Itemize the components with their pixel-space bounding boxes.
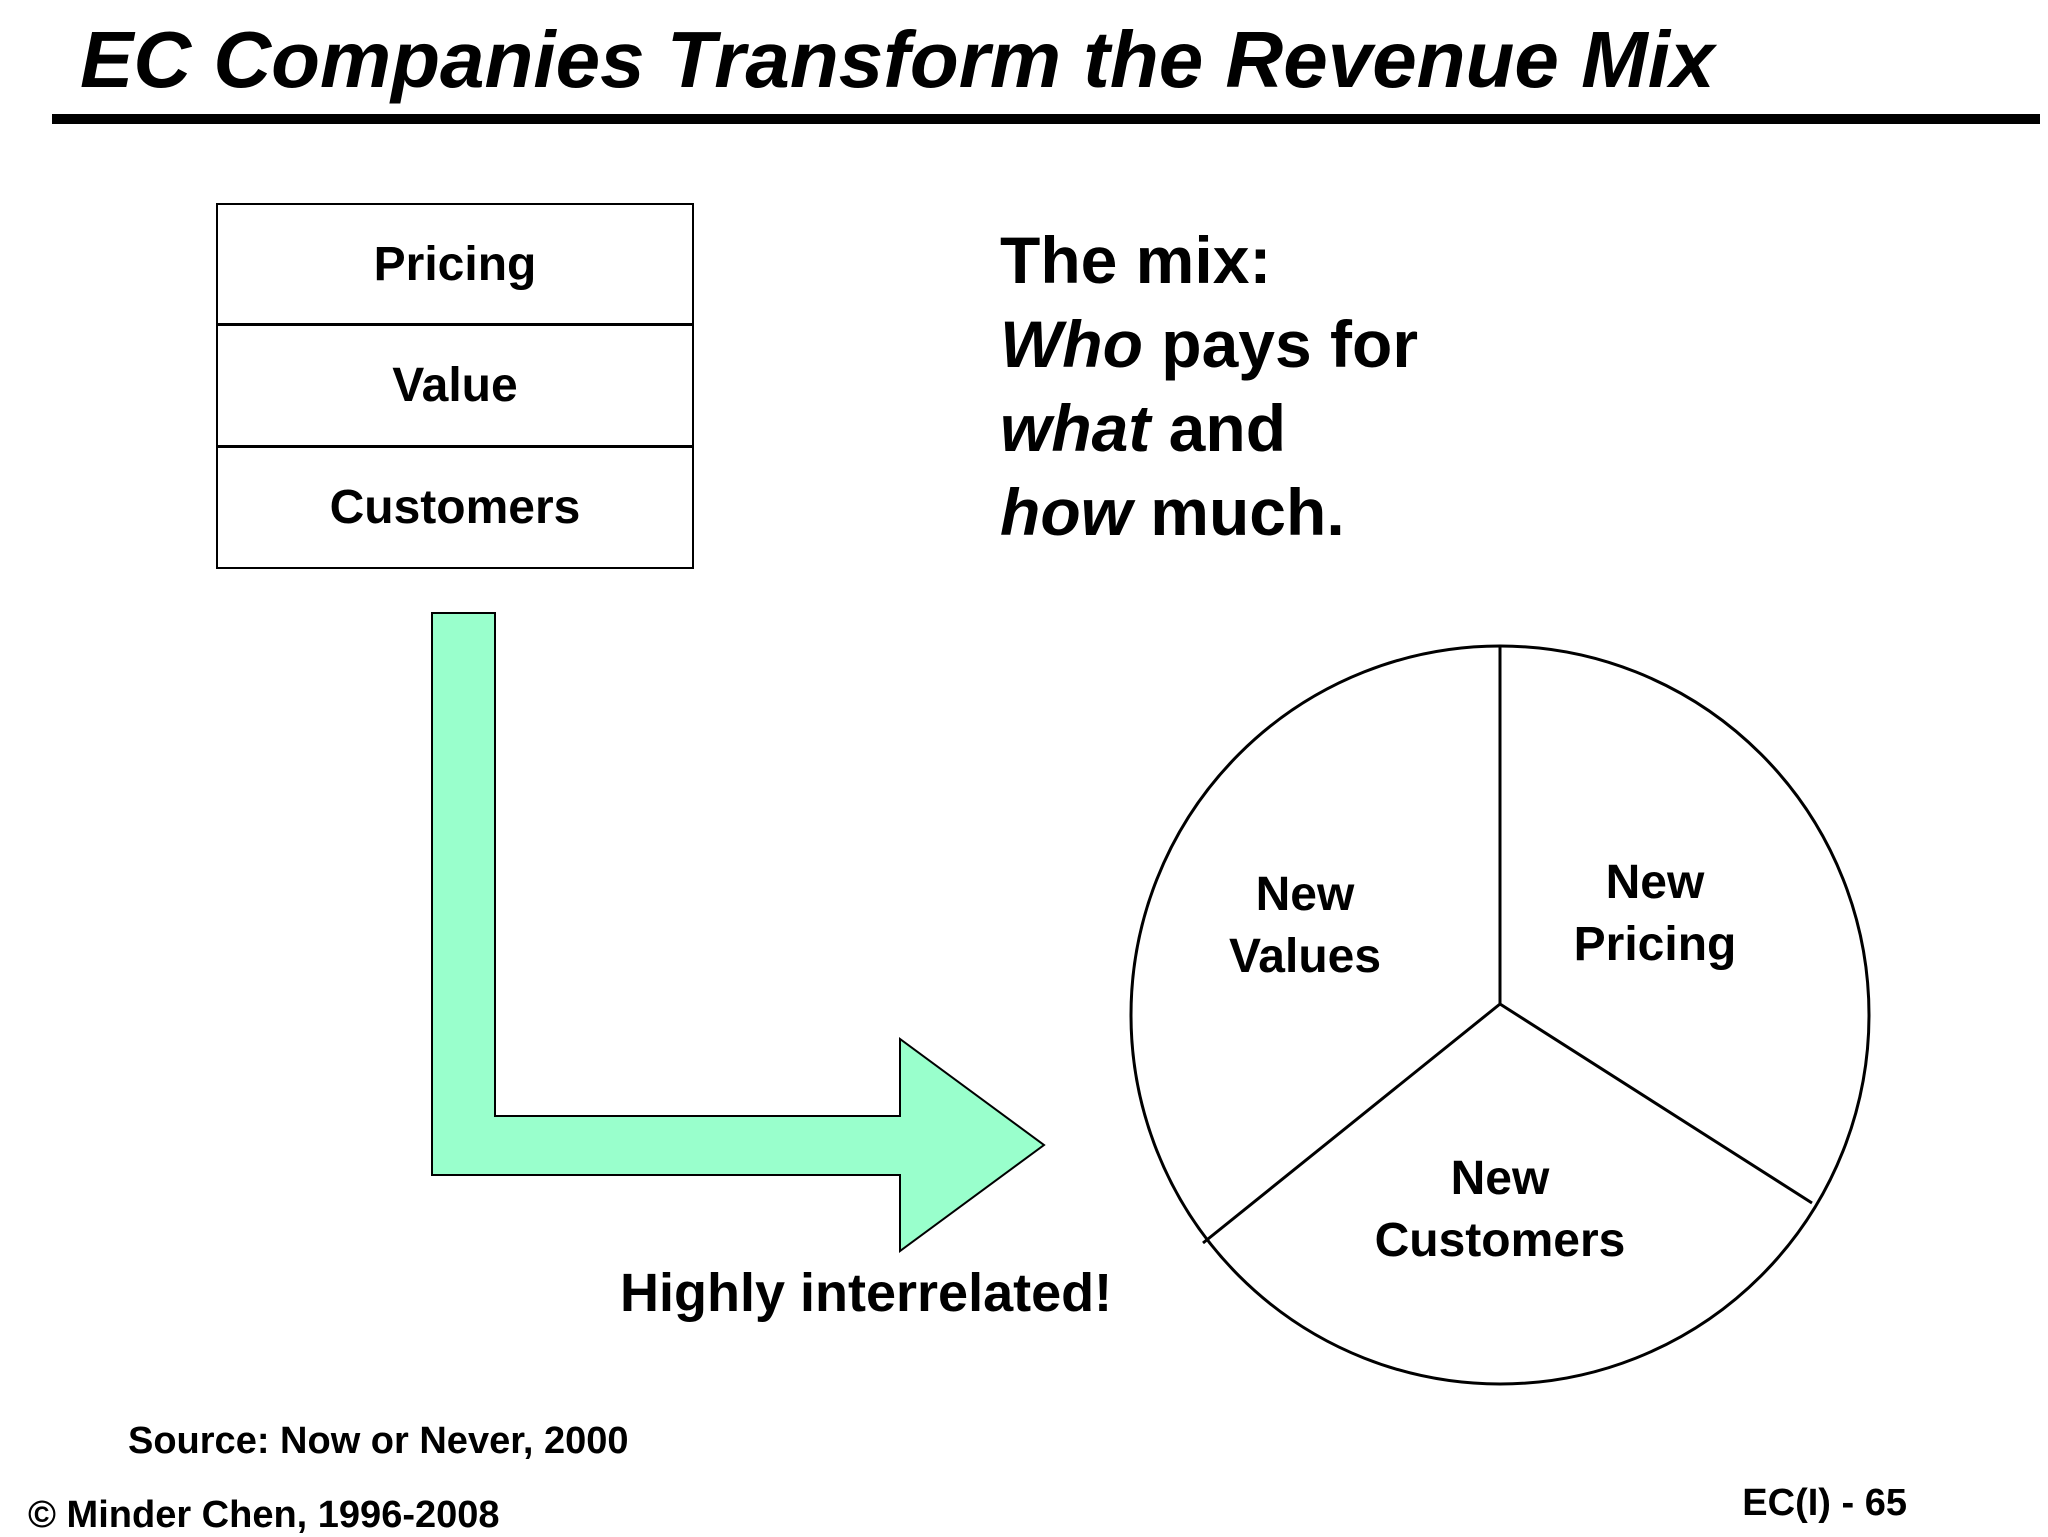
mix-emphasis-how: how	[1000, 475, 1132, 549]
bent-arrow	[431, 612, 1046, 1253]
mix-line-4: how much.	[1000, 470, 1418, 554]
mix-heading: The mix:	[1000, 223, 1272, 297]
mix-description: The mix: Who pays for what and how much.	[1000, 218, 1418, 554]
pie-label-line: New	[1255, 868, 1355, 921]
title-divider	[52, 114, 2040, 124]
interrelated-note: Highly interrelated!	[620, 1263, 1113, 1323]
mix-text-much: much.	[1131, 475, 1345, 549]
mix-line-3: what and	[1000, 386, 1418, 470]
mix-text-and: and	[1150, 391, 1287, 465]
source-citation: Source: Now or Never, 2000	[128, 1420, 629, 1462]
mix-emphasis-who: Who	[1000, 307, 1143, 381]
page-number: EC(I) - 65	[1742, 1482, 1907, 1524]
stack-box-label: Value	[392, 359, 518, 412]
pie-segment-new-pricing: New Pricing	[1540, 852, 1770, 976]
pie-segment-new-customers: New Customers	[1350, 1148, 1650, 1272]
stack-box-value: Value	[216, 324, 694, 447]
mix-line-2: Who pays for	[1000, 302, 1418, 386]
mix-emphasis-what: what	[1000, 391, 1151, 465]
stack-box-pricing: Pricing	[216, 203, 694, 325]
pie-divider-right	[1499, 1002, 1813, 1205]
pie-label-line: Values	[1228, 930, 1382, 983]
pie-divider-left	[1202, 1002, 1501, 1245]
slide-title: EC Companies Transform the Revenue Mix	[80, 15, 1715, 104]
mix-line-1: The mix:	[1000, 218, 1418, 302]
pie-label-line: New	[1605, 856, 1705, 909]
stack-box-label: Pricing	[373, 237, 537, 291]
pie-label-line: Customers	[1374, 1214, 1626, 1267]
stack-box-customers: Customers	[216, 446, 694, 569]
stack-box-label: Customers	[329, 481, 581, 534]
mix-text-pays-for: pays for	[1142, 307, 1419, 381]
pie-label-line: Pricing	[1573, 918, 1737, 971]
pie-segment-new-values: New Values	[1190, 864, 1420, 988]
copyright-notice: © Minder Chen, 1996-2008	[28, 1494, 500, 1536]
pie-label-line: New	[1450, 1152, 1550, 1205]
